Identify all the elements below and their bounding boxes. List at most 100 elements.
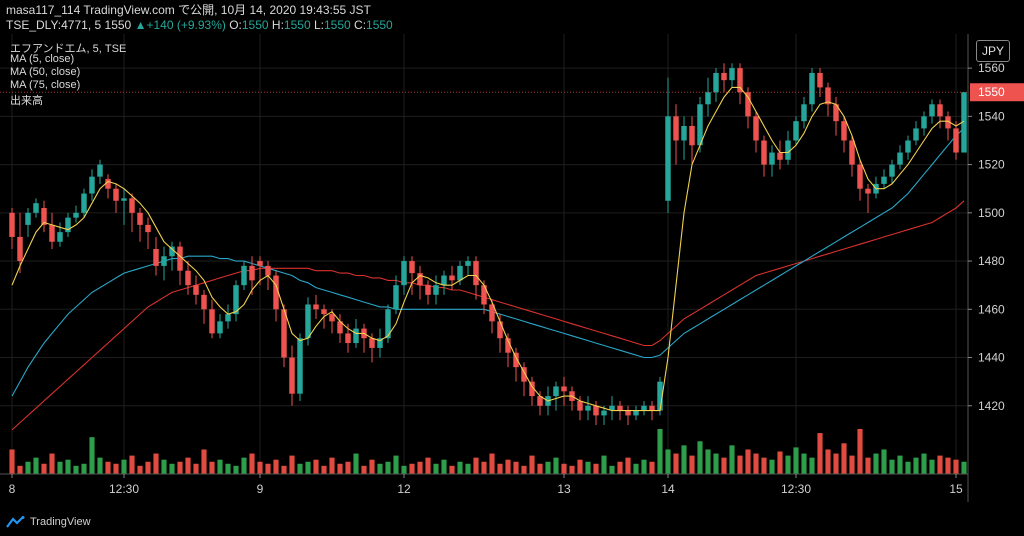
candle-body [681, 126, 687, 141]
volume-bar [825, 449, 831, 474]
volume-bar [625, 457, 631, 474]
volume-bar [729, 445, 735, 474]
candle-body [345, 333, 351, 344]
volume-bar [401, 465, 407, 474]
candle-body [577, 400, 583, 411]
candle-body [841, 121, 847, 141]
time-tick-label: 9 [257, 482, 264, 496]
volume-bar [721, 457, 727, 474]
candle-body [945, 116, 951, 129]
up-arrow-icon: ▲ [134, 18, 147, 32]
price-chart[interactable]: 1560 1540 1520 1500 1480 1460 1440 1420 1550 8 12:… [0, 34, 1024, 510]
volume-bar [657, 429, 663, 474]
candle-body [849, 140, 855, 165]
volume-bar [337, 463, 343, 474]
candle-body [489, 304, 495, 322]
candle-body [657, 381, 663, 411]
legend-ma75[interactable]: MA (75, close) [10, 79, 81, 91]
candle-body [553, 386, 559, 397]
legend-ma50[interactable]: MA (50, close) [10, 66, 81, 78]
candle-body [593, 405, 599, 416]
volume-bar [929, 459, 935, 474]
candle-body [57, 232, 63, 242]
candle-body [273, 275, 279, 310]
candle-body [161, 256, 167, 266]
volume-bar [129, 455, 135, 474]
volume-bar [633, 463, 639, 474]
volume-bar [97, 457, 103, 474]
candle-body [305, 304, 311, 339]
candle-body [409, 261, 415, 274]
symbol-label: TSE_DLY:4771, 5 [6, 18, 102, 32]
candle-body [217, 321, 223, 334]
candle-body [193, 285, 199, 295]
volume-bar [513, 461, 519, 474]
volume-bar [873, 453, 879, 474]
volume-bar [585, 461, 591, 474]
low-label: L: [313, 18, 324, 32]
price-tick-label: 1420 [978, 399, 1005, 413]
candle-body [65, 217, 71, 233]
volume-bar [897, 455, 903, 474]
volume-bar [321, 465, 327, 474]
volume-bar [833, 453, 839, 474]
open-value: 1550 [241, 18, 269, 32]
candle-body [241, 265, 247, 286]
change-value: +140 (+9.93%) [146, 18, 226, 32]
candle-body [673, 116, 679, 141]
candle-body [521, 367, 527, 382]
volume-bar [961, 461, 967, 474]
volume-bar [889, 459, 895, 474]
time-tick-label: 15 [949, 482, 963, 496]
volume-bar [201, 449, 207, 474]
candle-body [713, 72, 719, 93]
candle-body [641, 405, 647, 411]
volume-bar [745, 449, 751, 474]
open-label: O: [229, 18, 242, 32]
volume-bar [681, 445, 687, 474]
candle-body [785, 140, 791, 160]
candle-body [121, 198, 127, 201]
candle-body [689, 126, 695, 146]
candle-body [881, 176, 887, 184]
candle-body [49, 224, 55, 242]
candle-body [289, 357, 295, 394]
candle-body [81, 193, 87, 213]
volume-bar [289, 455, 295, 474]
volume-bar [265, 463, 271, 474]
candle-body [529, 381, 535, 397]
volume-bar [425, 457, 431, 474]
candle-body [297, 338, 303, 394]
candle-body [281, 309, 287, 358]
volume-bar [921, 453, 927, 474]
candle-body [737, 68, 743, 93]
volume-bar [841, 443, 847, 474]
legend-volume[interactable]: 出来高 [10, 95, 43, 107]
volume-bar [177, 461, 183, 474]
volume-bar [593, 463, 599, 474]
legend-ma5[interactable]: MA (5, close) [10, 53, 75, 65]
candle-body [25, 212, 31, 225]
volume-bar [409, 463, 415, 474]
tradingview-brand[interactable]: TradingView [6, 516, 91, 528]
volume-bar [665, 449, 671, 474]
candle-body [465, 261, 471, 266]
last-price: 1550 [104, 18, 132, 32]
price-tick-label: 1500 [978, 206, 1005, 220]
last-price-tag [970, 83, 1024, 102]
volume-bar [553, 457, 559, 474]
volume-bar [385, 461, 391, 474]
time-tick-label: 12 [397, 482, 411, 496]
candle-body [601, 410, 607, 416]
candle-body [633, 410, 639, 416]
currency-button[interactable]: JPY [976, 40, 1010, 62]
volume-bar [313, 459, 319, 474]
candle-body [73, 212, 79, 218]
volume-bar [489, 453, 495, 474]
volume-bar [105, 461, 111, 474]
candle-body [769, 152, 775, 165]
volume-bar [353, 453, 359, 474]
volume-bar [217, 459, 223, 474]
volume-bar [561, 463, 567, 474]
volume-bar [937, 455, 943, 474]
